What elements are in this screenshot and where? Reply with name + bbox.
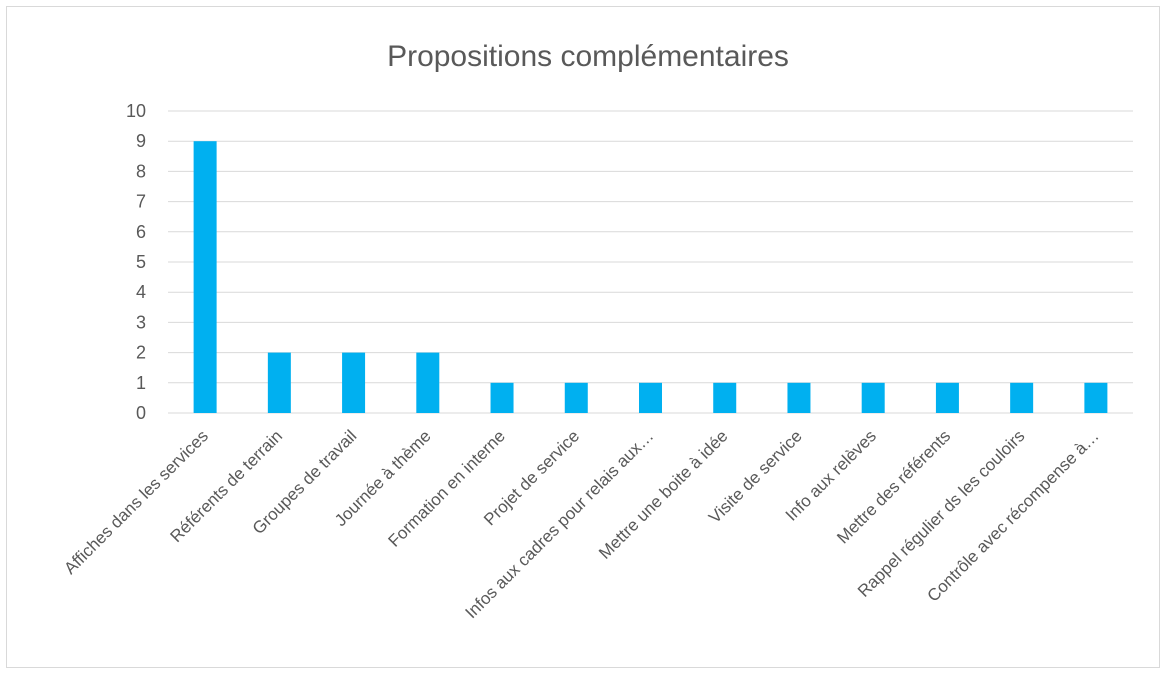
bar [1010, 382, 1034, 413]
y-tick-label: 0 [136, 403, 146, 423]
gridlines [168, 110, 1133, 414]
bar [342, 352, 366, 413]
y-tick-label: 7 [136, 192, 146, 212]
y-tick-label: 4 [136, 282, 146, 302]
y-tick-label: 6 [136, 222, 146, 242]
y-tick-label: 9 [136, 131, 146, 151]
y-tick-label: 10 [126, 101, 146, 121]
bar [267, 352, 291, 413]
bar [713, 382, 737, 413]
bar [564, 382, 588, 413]
bar [861, 382, 885, 413]
bar [1084, 382, 1108, 413]
y-axis-tick-labels: 0 1 2 3 4 5 6 7 8 9 10 [126, 101, 146, 423]
bar [639, 382, 662, 413]
bar [787, 382, 811, 413]
bar [416, 352, 440, 413]
bar [490, 382, 514, 413]
y-tick-label: 2 [136, 343, 146, 363]
bar [935, 382, 959, 413]
y-tick-label: 5 [136, 252, 146, 272]
y-tick-label: 8 [136, 161, 146, 181]
y-tick-label: 3 [136, 312, 146, 332]
y-tick-label: 1 [136, 373, 146, 393]
x-category-label: Mettre une boite à idée [595, 426, 731, 562]
x-category-label: Affiches dans les services [60, 426, 212, 578]
bars [193, 141, 1108, 413]
chart-title: Propositions complémentaires [387, 40, 789, 73]
bar [193, 141, 217, 413]
